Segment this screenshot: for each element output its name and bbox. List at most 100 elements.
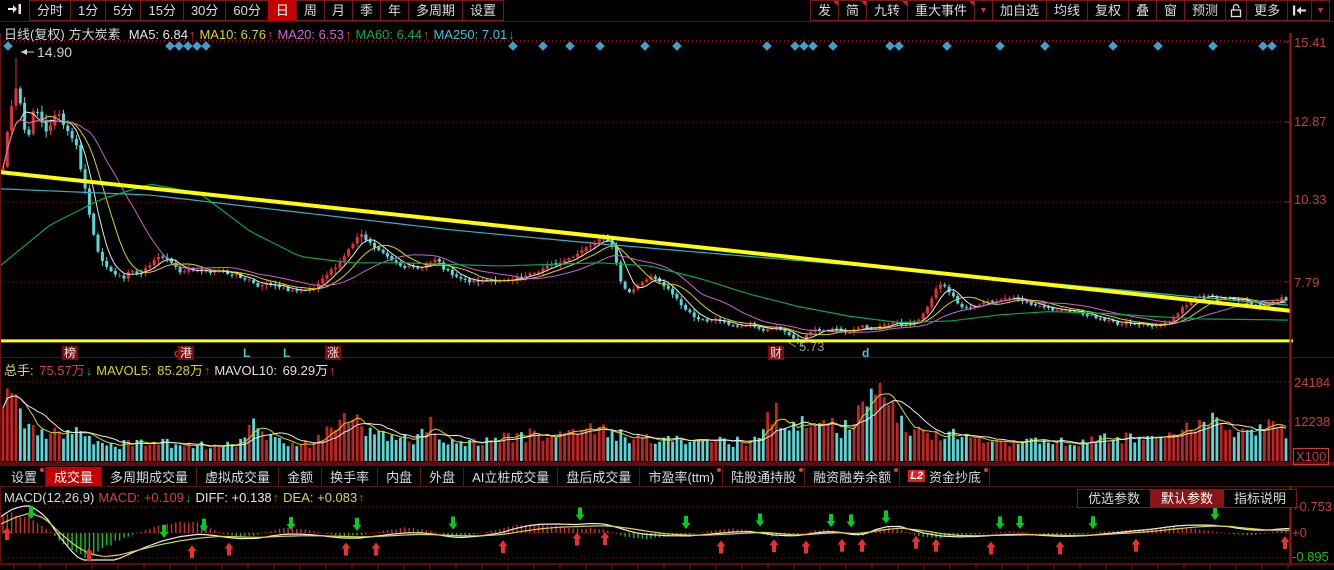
- volume-axis-label: 12238: [1294, 414, 1331, 429]
- period-button-周[interactable]: 周: [295, 0, 325, 21]
- indicator-tab-外盘[interactable]: 外盘: [421, 466, 465, 486]
- corner-flag-icon: [902, 1, 908, 6]
- indicator-tab-资金抄底[interactable]: L2 资金抄底: [900, 466, 991, 486]
- tab-label: 外盘: [429, 469, 456, 485]
- indicator-tab-陆股通持股[interactable]: 陆股通持股: [723, 466, 806, 486]
- period-button-15分[interactable]: 15分: [140, 0, 184, 21]
- toolbar-button-发[interactable]: 发: [809, 0, 839, 21]
- panel-separator: [0, 563, 1334, 565]
- event-marker-榜[interactable]: 榜: [62, 346, 79, 360]
- indicator-tab-设置[interactable]: 设置: [3, 466, 47, 486]
- event-marker-c[interactable]: c: [172, 346, 183, 360]
- period-button-60分[interactable]: 60分: [225, 0, 269, 21]
- macd-param-button-2[interactable]: 默认参数: [1150, 489, 1225, 508]
- macd-axis-label: +0: [1292, 525, 1307, 540]
- sell-signal-arrow: [448, 516, 458, 530]
- period-button-季[interactable]: 季: [351, 0, 381, 21]
- tab-label: 陆股通持股: [731, 469, 797, 485]
- up-arrow-icon: ↑: [266, 27, 274, 42]
- sell-signal-arrow: [575, 507, 585, 521]
- ma-value-1: MA5: 6.84: [128, 27, 188, 42]
- period-button-年[interactable]: 年: [379, 0, 409, 21]
- period-button-多周期[interactable]: 多周期: [407, 0, 463, 21]
- goto-latest-icon[interactable]: [3, 2, 27, 20]
- sell-signal-arrow: [826, 514, 836, 528]
- corner-flag-icon: [969, 1, 975, 6]
- period-button-月[interactable]: 月: [323, 0, 353, 21]
- corner-flag-icon: [833, 1, 838, 6]
- period-button-30分[interactable]: 30分: [182, 0, 227, 21]
- macd-axis-label: +0.753: [1292, 499, 1333, 514]
- ma-value-5: MA250: 7.01: [433, 27, 508, 42]
- volume-axis-label: 24184: [1294, 375, 1331, 390]
- tab-label: 盘后成交量: [566, 469, 632, 485]
- sell-signal-arrow: [199, 518, 209, 532]
- event-marker-L[interactable]: L: [283, 346, 291, 360]
- macd-axis-label: -0.895: [1292, 549, 1329, 564]
- buy-signal-arrow: [2, 527, 12, 541]
- volume-stat-value-2: 85.28万: [157, 363, 203, 378]
- macd-header: MACD(12,26,9) MACD: +0.109↓ DIFF: +0.138↑ D…: [4, 490, 369, 506]
- red-dot-icon: [894, 467, 899, 472]
- indicator-tab-AI立桩成交量[interactable]: AI立桩成交量: [464, 466, 559, 486]
- toolbar-button-重大事件[interactable]: 重大事件: [907, 0, 976, 21]
- volume-header: 总手: 75.57万↓ MAVOL5: 85.28万↑ MAVOL10: 69.29…: [4, 360, 340, 378]
- buy-signal-arrow: [1131, 538, 1141, 552]
- macd-param-button-1[interactable]: 优选参数: [1077, 489, 1152, 508]
- buy-signal-arrow: [371, 542, 381, 556]
- toolbar-button-预测[interactable]: 预测: [1184, 0, 1227, 21]
- toolbar-button-加自选[interactable]: 加自选: [991, 0, 1047, 21]
- sell-signal-arrow: [881, 510, 891, 524]
- event-marker-涨[interactable]: 涨: [325, 346, 342, 360]
- period-toolbar: 分时 1分 5分 15分 30分 60分日周月季年多周期 设置 发简九转 重大事件 ▼ 加自选 均线…: [0, 0, 1334, 22]
- macd-stat-3: DEA: +0.083: [283, 490, 358, 505]
- macd-stat-1: MACD: +0.109: [98, 490, 184, 505]
- toolbar-button-窗[interactable]: 窗: [1156, 0, 1186, 21]
- up-arrow-icon: ↑: [203, 363, 211, 378]
- period-button-5分[interactable]: 5分: [105, 0, 142, 21]
- volume-stat-label-2: MAVOL5:: [96, 363, 156, 378]
- toolbar-button-均线[interactable]: 均线: [1045, 0, 1088, 21]
- sell-signal-arrow: [1015, 515, 1025, 529]
- up-arrow-icon: ↑: [329, 363, 336, 378]
- buy-signal-arrow: [769, 539, 779, 553]
- toolbar-button-复权[interactable]: 复权: [1087, 0, 1130, 21]
- up-arrow-icon: ↑: [422, 27, 430, 42]
- indicator-tab-多周期成交量[interactable]: 多周期成交量: [102, 466, 198, 486]
- svg-text:5.73: 5.73: [799, 339, 824, 354]
- kline-type-label: 日线(复权): [4, 27, 65, 42]
- period-button-group: 分时 1分 5分 15分 30分 60分日周月季年多周期 设置: [29, 0, 504, 21]
- buy-signal-arrow: [1055, 541, 1065, 555]
- event-marker-港[interactable]: 港: [178, 346, 195, 360]
- indicator-tab-换手率[interactable]: 换手率: [322, 466, 379, 486]
- indicator-tab-虚拟成交量[interactable]: 虚拟成交量: [197, 466, 280, 486]
- period-button-日[interactable]: 日: [267, 0, 297, 21]
- event-marker-d[interactable]: d: [862, 346, 870, 360]
- event-marker-L[interactable]: L: [243, 346, 251, 360]
- up-arrow-icon: ↑: [188, 27, 196, 42]
- down-arrow-icon: ↓: [85, 363, 93, 378]
- period-button-分时[interactable]: 分时: [29, 0, 72, 21]
- tab-label: 内盘: [386, 469, 413, 485]
- toolbar-button-更多[interactable]: 更多: [1246, 0, 1289, 21]
- tab-label: 资金抄底: [929, 469, 982, 485]
- indicator-tab-融资融券余额[interactable]: 融资融券余额: [805, 466, 901, 486]
- sell-signal-arrow: [286, 517, 296, 531]
- indicator-tab-市盈率(ttm)[interactable]: 市盈率(ttm): [640, 466, 724, 486]
- macd-param-button-3[interactable]: 指标说明: [1223, 489, 1298, 508]
- tab-label: 成交量: [54, 469, 94, 485]
- period-button-设置[interactable]: 设置: [461, 0, 504, 21]
- volume-stat-label-3: MAVOL10:: [214, 363, 281, 378]
- sell-signal-arrow: [1210, 507, 1220, 521]
- event-marker-财[interactable]: 财: [768, 346, 785, 360]
- toolbar-dropdown-icon[interactable]: ▼: [1311, 0, 1330, 21]
- sell-signal-arrow: [755, 513, 765, 527]
- indicator-tab-成交量[interactable]: 成交量: [46, 466, 103, 486]
- buy-signal-arrow: [572, 532, 582, 546]
- toolbar-button-九转[interactable]: 九转: [866, 0, 909, 21]
- indicator-tab-内盘[interactable]: 内盘: [378, 466, 422, 486]
- indicator-tab-金额[interactable]: 金额: [279, 466, 323, 486]
- indicator-tab-盘后成交量[interactable]: 盘后成交量: [558, 466, 641, 486]
